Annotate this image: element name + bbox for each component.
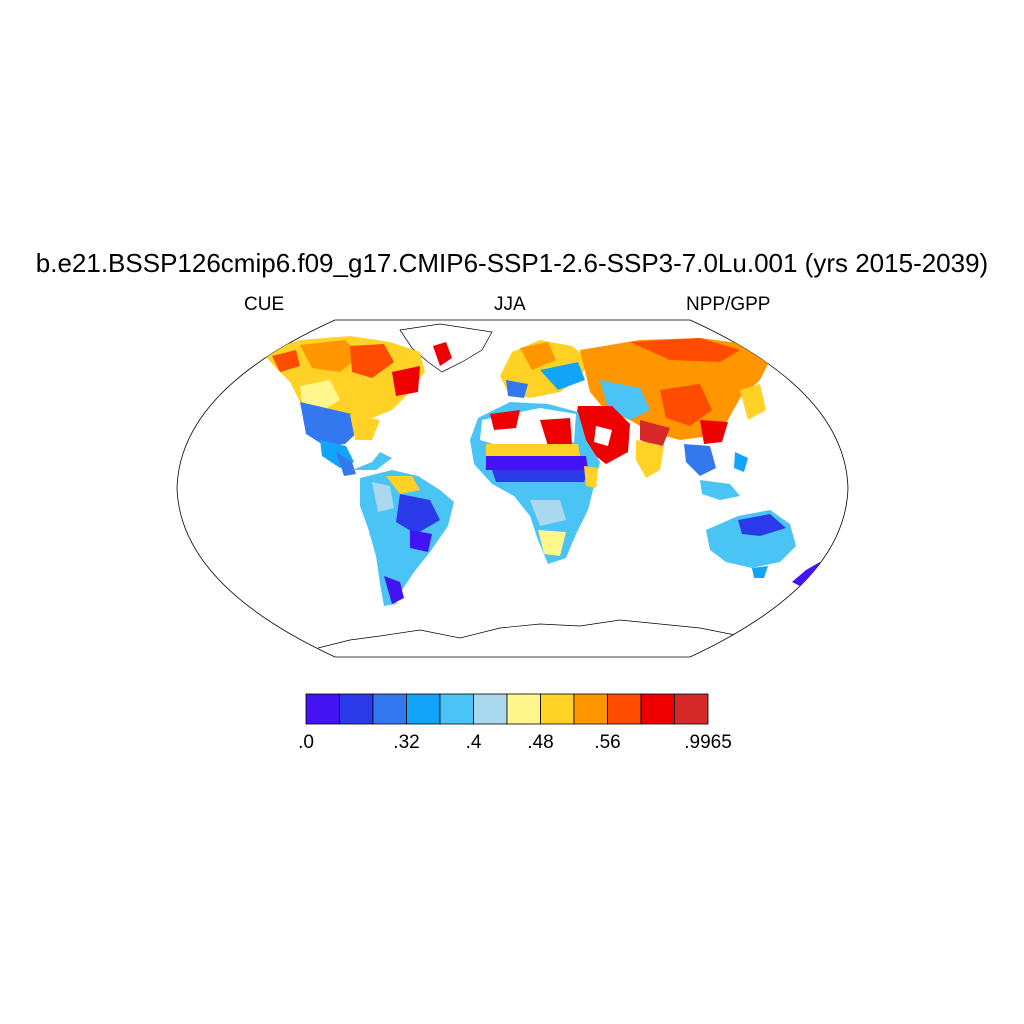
africa-landmass	[470, 402, 600, 564]
colorbar-swatch	[439, 693, 474, 725]
colorbar-tick-label: .9965	[684, 732, 732, 753]
colorbar-tick-label: .32	[393, 732, 420, 753]
colorbar-swatch	[473, 693, 508, 725]
colorbar-swatch	[506, 693, 541, 725]
colorbar-swatch	[305, 693, 340, 725]
colorbar-tick-label: .4	[465, 732, 482, 753]
map-title: b.e21.BSSP126cmip6.f09_g17.CMIP6-SSP1-2.…	[35, 248, 989, 278]
asia-landmass	[580, 338, 770, 500]
season-label: JJA	[494, 294, 526, 315]
colorbar-tick-label: .56	[594, 732, 621, 753]
colorbar-tick-label: .0	[298, 732, 314, 753]
colorbar-swatch	[540, 693, 575, 725]
colorbar-tick-label: .48	[527, 732, 554, 753]
colorbar-swatch	[372, 693, 407, 725]
australia-landmass	[706, 510, 796, 578]
new-zealand-landmass	[792, 562, 820, 586]
colorbar-swatch	[674, 693, 709, 725]
variable-label: CUE	[244, 294, 285, 315]
colorbar-swatch	[607, 693, 642, 725]
antarctica-outline	[317, 619, 761, 649]
colorbar-swatch	[640, 693, 675, 725]
colorbar	[305, 693, 709, 725]
colorbar-swatch	[406, 693, 441, 725]
units-label: NPP/GPP	[686, 294, 771, 315]
europe-landmass	[500, 340, 590, 398]
north-america-landmass	[262, 336, 425, 476]
colorbar-swatch	[573, 693, 608, 725]
colorbar-swatch	[339, 693, 374, 725]
south-america-landmass	[360, 470, 454, 606]
